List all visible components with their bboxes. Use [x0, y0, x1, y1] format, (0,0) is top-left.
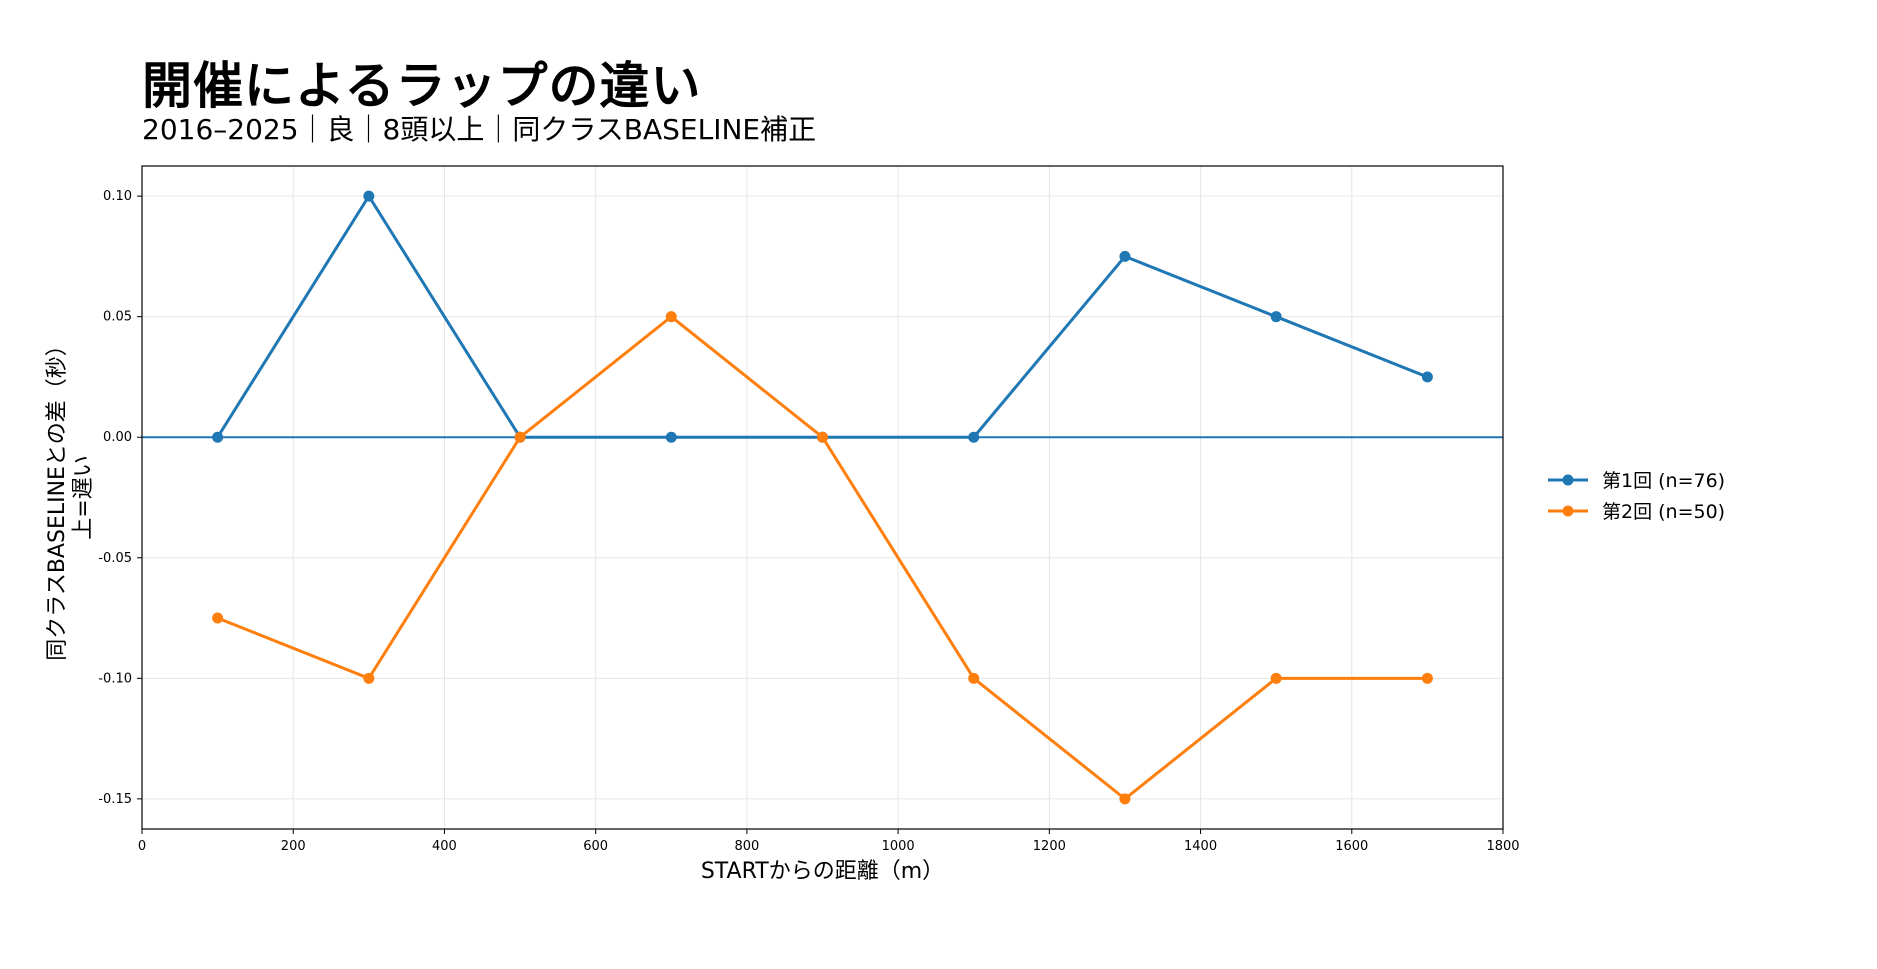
plot-frame [141, 165, 1504, 830]
data-point [1270, 311, 1282, 323]
data-point [1119, 793, 1131, 805]
legend-swatch-marker [1562, 474, 1574, 486]
x-tick-label: 1600 [1335, 839, 1368, 854]
legend: 第1回 (n=76) 第2回 (n=50) [1548, 470, 1725, 523]
data-point [212, 612, 224, 624]
data-point [212, 431, 224, 443]
y-axis-label: 同クラスBASELINEとの差（秒） [45, 334, 70, 660]
data-point [363, 672, 375, 684]
x-tick-label: 1200 [1033, 839, 1066, 854]
x-tick-label: 400 [432, 839, 457, 854]
x-tick-label: 1800 [1486, 839, 1519, 854]
data-point [665, 431, 677, 443]
series-2 [212, 311, 1433, 805]
data-point [968, 431, 980, 443]
x-axis-label: STARTからの距離（m） [701, 859, 944, 884]
legend-label: 第1回 (n=76) [1602, 470, 1725, 492]
legend-item: 第2回 (n=50) [1548, 501, 1725, 523]
y-axis: 0.10 0.05 0.00 -0.05 -0.10 -0.15 [98, 189, 142, 807]
chart-subtitle: 2016–2025｜良｜8頭以上｜同クラスBASELINE補正 [142, 113, 817, 146]
data-point [1119, 250, 1131, 262]
data-point [1270, 672, 1282, 684]
data-point [1421, 371, 1433, 383]
x-tick-label: 1400 [1184, 839, 1217, 854]
y-tick-label: -0.10 [98, 671, 132, 686]
x-tick-label: 800 [734, 839, 759, 854]
x-tick-label: 1000 [882, 839, 915, 854]
y-tick-label: 0.05 [103, 310, 132, 325]
legend-swatch-marker [1562, 505, 1574, 517]
data-point [1421, 672, 1433, 684]
y-tick-label: 0.00 [103, 430, 132, 445]
x-tick-label: 600 [583, 839, 608, 854]
data-point [968, 672, 980, 684]
y-tick-label: -0.15 [98, 792, 132, 807]
x-tick-label: 0 [138, 839, 146, 854]
y-tick-label: -0.05 [98, 551, 132, 566]
grid-layer [141, 166, 1504, 829]
y-axis-label-secondary: 上=遅い [71, 455, 96, 539]
data-point [363, 190, 375, 202]
series-layer [212, 190, 1433, 805]
data-point [817, 431, 828, 443]
legend-label: 第2回 (n=50) [1602, 501, 1725, 523]
data-point [514, 431, 526, 443]
data-point [665, 311, 677, 323]
x-axis: 0 200 400 600 800 1000 1200 1400 1600 1800 [138, 829, 1520, 854]
x-tick-label: 200 [281, 839, 306, 854]
legend-item: 第1回 (n=76) [1548, 470, 1725, 492]
chart-title: 開催によるラップの違い [142, 57, 702, 115]
y-tick-label: 0.10 [103, 189, 132, 204]
